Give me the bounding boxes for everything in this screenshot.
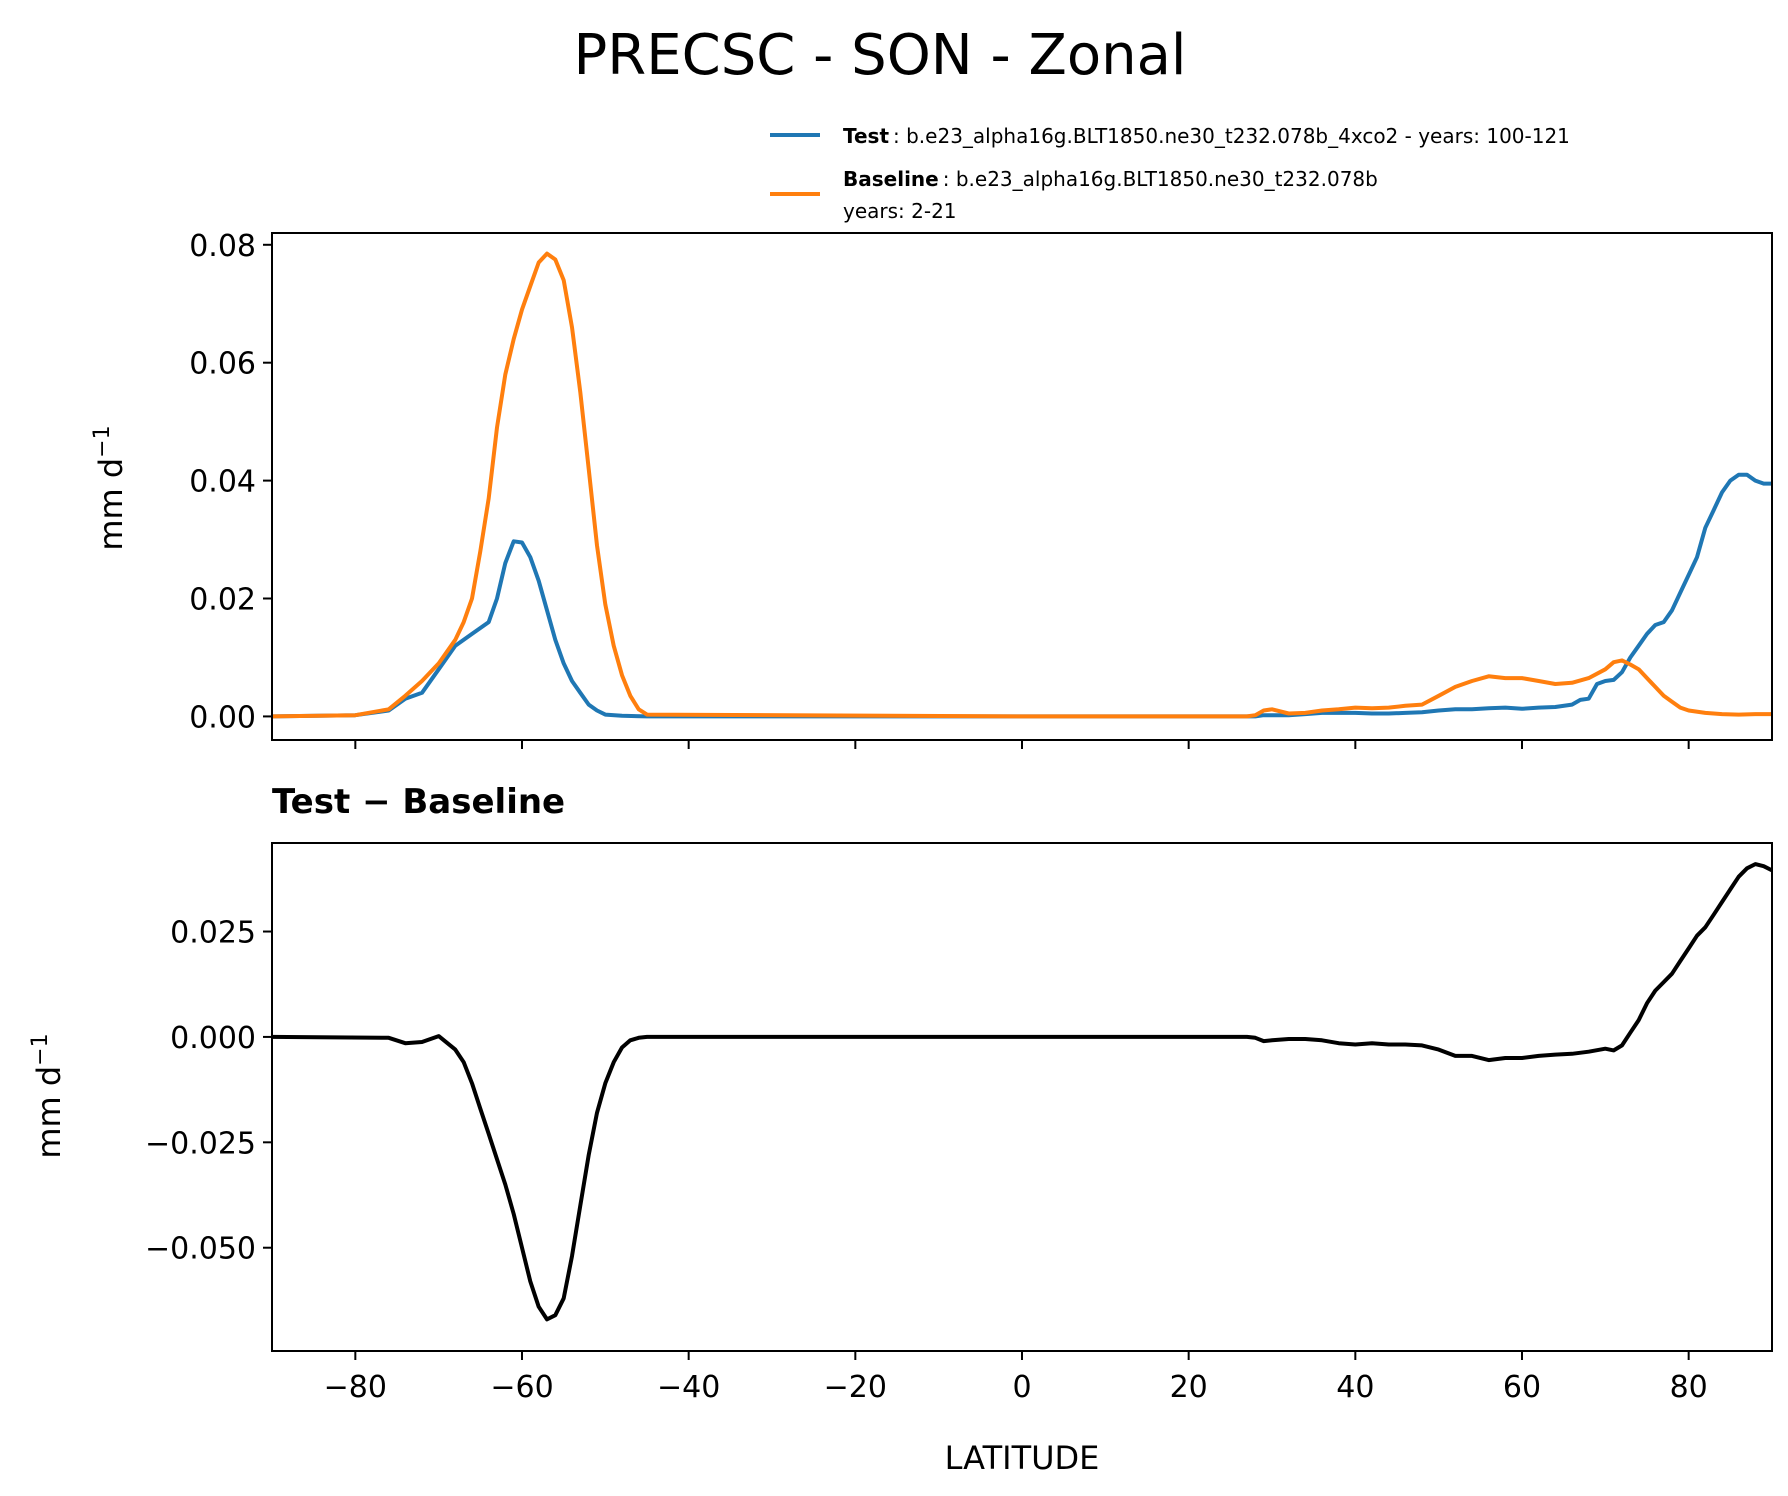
legend-baseline-label: Baseline: b.e23_alpha16g.BLT1850.ne30_t2…: [843, 167, 1378, 191]
y-tick-label: 0.000: [170, 1021, 256, 1056]
top-ylabel-text: mm d: [92, 458, 130, 551]
y-tick-label: −0.050: [145, 1232, 256, 1267]
y-tick-label: 0.025: [170, 916, 256, 951]
x-tick-label: 20: [1170, 1370, 1208, 1405]
x-tick-label: 0: [1012, 1370, 1031, 1405]
x-tick-label: 80: [1670, 1370, 1708, 1405]
x-tick-label: 40: [1336, 1370, 1374, 1405]
figure-title: PRECSC - SON - Zonal: [574, 23, 1187, 88]
bottom-marks: 0.025 0.000 −0.025 −0.050 −80 −60 −40 −20 0 20 40 6…: [145, 862, 1773, 1405]
y-tick-label: 0.08: [189, 229, 256, 264]
y-tick-label: 0.02: [189, 583, 256, 618]
top-marks: 0.00 0.02 0.04 0.06 0.08: [189, 229, 1772, 749]
x-tick-label: −60: [490, 1370, 553, 1405]
bottom-panel: Test − Baseline 0.025 0.000 −0.025 −0.050 −8…: [28, 782, 1773, 1477]
legend-baseline-name: Baseline: [843, 167, 939, 191]
bottom-frame: [271, 842, 1773, 1352]
legend-test-name: Test: [843, 124, 889, 148]
x-tick-label: 60: [1503, 1370, 1541, 1405]
series-line-difference: [271, 862, 1773, 1322]
bottom-ylabel: mm d−1: [28, 1033, 68, 1158]
top-ylabel-sup: −1: [90, 425, 115, 457]
bottom-title: Test − Baseline: [272, 782, 565, 822]
bottom-ylabel-sup: −1: [28, 1033, 53, 1065]
legend-baseline-text: : b.e23_alpha16g.BLT1850.ne30_t232.078b: [943, 167, 1378, 191]
legend-test-label: Test: b.e23_alpha16g.BLT1850.ne30_t232.0…: [843, 124, 1570, 148]
series-line-test: [271, 472, 1772, 719]
y-tick-label: 0.04: [189, 465, 256, 500]
x-tick-label: −20: [824, 1370, 887, 1405]
top-panel: 0.00 0.02 0.04 0.06 0.08 mm d−1: [90, 229, 1773, 749]
x-axis-label: LATITUDE: [945, 1439, 1100, 1477]
top-ylabel: mm d−1: [90, 425, 130, 550]
y-tick-label: 0.06: [189, 347, 256, 382]
series-line-baseline: [271, 251, 1772, 719]
legend-test-text: : b.e23_alpha16g.BLT1850.ne30_t232.078b_…: [893, 124, 1570, 148]
bottom-ylabel-text: mm d: [30, 1066, 68, 1159]
top-frame: [271, 232, 1773, 741]
x-tick-label: −40: [657, 1370, 720, 1405]
y-tick-label: 0.00: [189, 700, 256, 735]
legend: Test: b.e23_alpha16g.BLT1850.ne30_t232.0…: [770, 124, 1570, 223]
legend-baseline-years: years: 2-21: [843, 199, 957, 223]
x-tick-label: −80: [324, 1370, 387, 1405]
y-tick-label: −0.025: [145, 1126, 256, 1161]
